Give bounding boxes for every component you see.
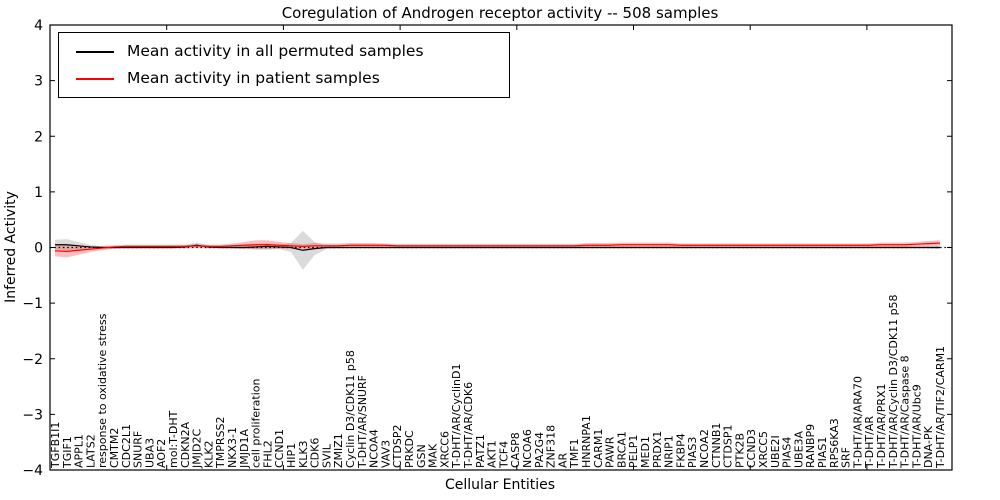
x-category-label: ZMIZ1 — [332, 433, 345, 468]
x-category-label: XRCC5 — [757, 431, 770, 468]
y-tick-label: −4 — [22, 463, 43, 479]
x-category-label: T-DHT/AR/SNURF — [356, 375, 369, 469]
x-category-label: UBA3 — [143, 438, 156, 468]
x-category-label: PRKDC — [403, 430, 416, 468]
x-category-label: PAWR — [604, 436, 617, 468]
x-category-label: T-DHT/AR/ARA70 — [851, 376, 864, 469]
x-category-label: NCOA6 — [521, 429, 534, 468]
x-category-label: PIAS4 — [781, 437, 794, 468]
x-category-label: SRF — [840, 447, 853, 468]
x-category-label: CDKN2A — [179, 421, 192, 468]
x-category-label: HNRNPA1 — [580, 415, 593, 468]
x-category-label: T-DHT/AR/Caspase 8 — [899, 355, 912, 469]
x-category-label: NKX3-1 — [226, 427, 239, 468]
x-category-label: FHL2 — [261, 440, 274, 468]
x-category-label: AOF2 — [155, 439, 168, 468]
x-category-label: T-DHT/AR/Cyclin D3/CDK11 p58 — [887, 294, 900, 469]
x-category-label: UBE2I — [769, 435, 782, 468]
x-category-label: AKT1 — [486, 440, 499, 468]
x-category-label: SNURF — [132, 431, 145, 468]
x-category-label: CTDSP2 — [391, 425, 404, 468]
x-category-label: FKBP4 — [674, 433, 687, 468]
x-category-label: TCF4 — [497, 441, 510, 469]
x-category-label: T-DHT/AR — [863, 416, 876, 469]
series-band-0 — [55, 230, 940, 270]
x-category-label: BRCA1 — [615, 431, 628, 468]
x-category-label: XRCC6 — [438, 431, 451, 468]
x-category-label: SVIL — [320, 443, 333, 468]
x-category-label: T-DHT/AR/Ubc9 — [910, 384, 923, 469]
legend-item-permuted: Mean activity in all permuted samples — [59, 41, 509, 60]
x-category-label: TMPRSS2 — [214, 417, 227, 469]
x-category-label: UBE3A — [792, 430, 805, 468]
x-category-label: RPS6KA3 — [828, 418, 841, 468]
x-category-label: CARM1 — [592, 429, 605, 468]
x-category-label: KLK2 — [202, 440, 215, 468]
x-category-label: KLK3 — [297, 440, 310, 468]
x-category-label: PRDX1 — [651, 431, 664, 468]
x-category-label: T-DHT/AR/PRX1 — [875, 383, 888, 469]
legend-line-swatch-patient — [76, 77, 114, 80]
x-category-label: NCOA4 — [368, 429, 381, 468]
x-category-label: CASP8 — [509, 432, 522, 468]
x-category-label: TMF1 — [568, 438, 581, 469]
x-category-label: PATZ1 — [474, 434, 487, 468]
x-category-label: CCND1 — [273, 429, 286, 468]
x-category-label: MAK — [427, 443, 440, 468]
x-category-label: CTNNB1 — [710, 423, 723, 468]
x-category-label: HIP1 — [285, 443, 298, 468]
x-category-label: CTDSP1 — [722, 425, 735, 468]
x-category-label: GSN — [415, 444, 428, 468]
x-category-label: response to oxidative stress — [96, 313, 109, 468]
y-tick-label: 4 — [34, 18, 43, 34]
x-category-label: cell proliferation — [250, 378, 263, 468]
x-category-label: VAV3 — [379, 440, 392, 468]
x-category-label: LATS2 — [84, 434, 97, 468]
legend: Mean activity in all permuted samples Me… — [58, 32, 510, 98]
series-line-1 — [54, 242, 941, 252]
x-category-label: PIAS1 — [816, 437, 829, 468]
x-category-label: MED1 — [639, 436, 652, 468]
legend-line-swatch-permuted — [76, 50, 114, 53]
x-category-label: CDK6 — [309, 438, 322, 468]
y-tick-label: 0 — [34, 241, 43, 257]
y-tick-label: −1 — [22, 296, 43, 312]
x-category-label: PIAS3 — [686, 437, 699, 468]
legend-label-permuted: Mean activity in all permuted samples — [127, 41, 424, 60]
x-category-label: PTK2B — [733, 433, 746, 468]
x-category-label: TGFB1I1 — [49, 422, 62, 469]
x-category-label: JMJD2C — [191, 429, 204, 469]
x-category-label: T-DHT/AR/CDK6 — [462, 382, 475, 469]
x-category-label: APPL1 — [73, 434, 86, 468]
x-category-label: mol:T-DHT — [167, 410, 180, 468]
chart-title: Coregulation of Androgen receptor activi… — [281, 4, 719, 22]
x-category-label: JMJD1A — [238, 429, 251, 469]
y-tick-label: −3 — [22, 407, 43, 423]
x-category-label: CCND3 — [745, 429, 758, 468]
x-category-label: CDC2L1 — [120, 424, 133, 468]
x-category-label: Cyclin D3/CDK11 p58 — [344, 350, 357, 468]
legend-item-patient: Mean activity in patient samples — [59, 68, 509, 87]
x-category-label: ZNF318 — [545, 425, 558, 468]
x-category-label: RANBP9 — [804, 424, 817, 468]
x-category-label: T-DHT/AR/CyclinD1 — [450, 363, 463, 469]
x-category-label: TGIF1 — [61, 436, 74, 469]
x-category-label: PELP1 — [627, 435, 640, 468]
x-category-label: DNA-PK — [922, 425, 935, 468]
x-category-label: T-DHT/AR/TIF2/CARM1 — [934, 346, 947, 469]
series-band-1 — [55, 240, 940, 258]
y-tick-label: −2 — [22, 352, 43, 368]
x-category-label: NCOA2 — [698, 429, 711, 468]
y-tick-label: 3 — [34, 74, 43, 90]
x-category-label: NRIP1 — [663, 435, 676, 468]
x-category-label: PA2G4 — [533, 432, 546, 468]
x-category-label: AR — [556, 452, 569, 468]
y-tick-label: 2 — [34, 129, 43, 145]
x-axis-label: Cellular Entities — [444, 477, 556, 493]
x-category-label: CMTM2 — [108, 428, 121, 468]
y-tick-label: 1 — [34, 185, 43, 201]
legend-label-patient: Mean activity in patient samples — [127, 68, 380, 87]
